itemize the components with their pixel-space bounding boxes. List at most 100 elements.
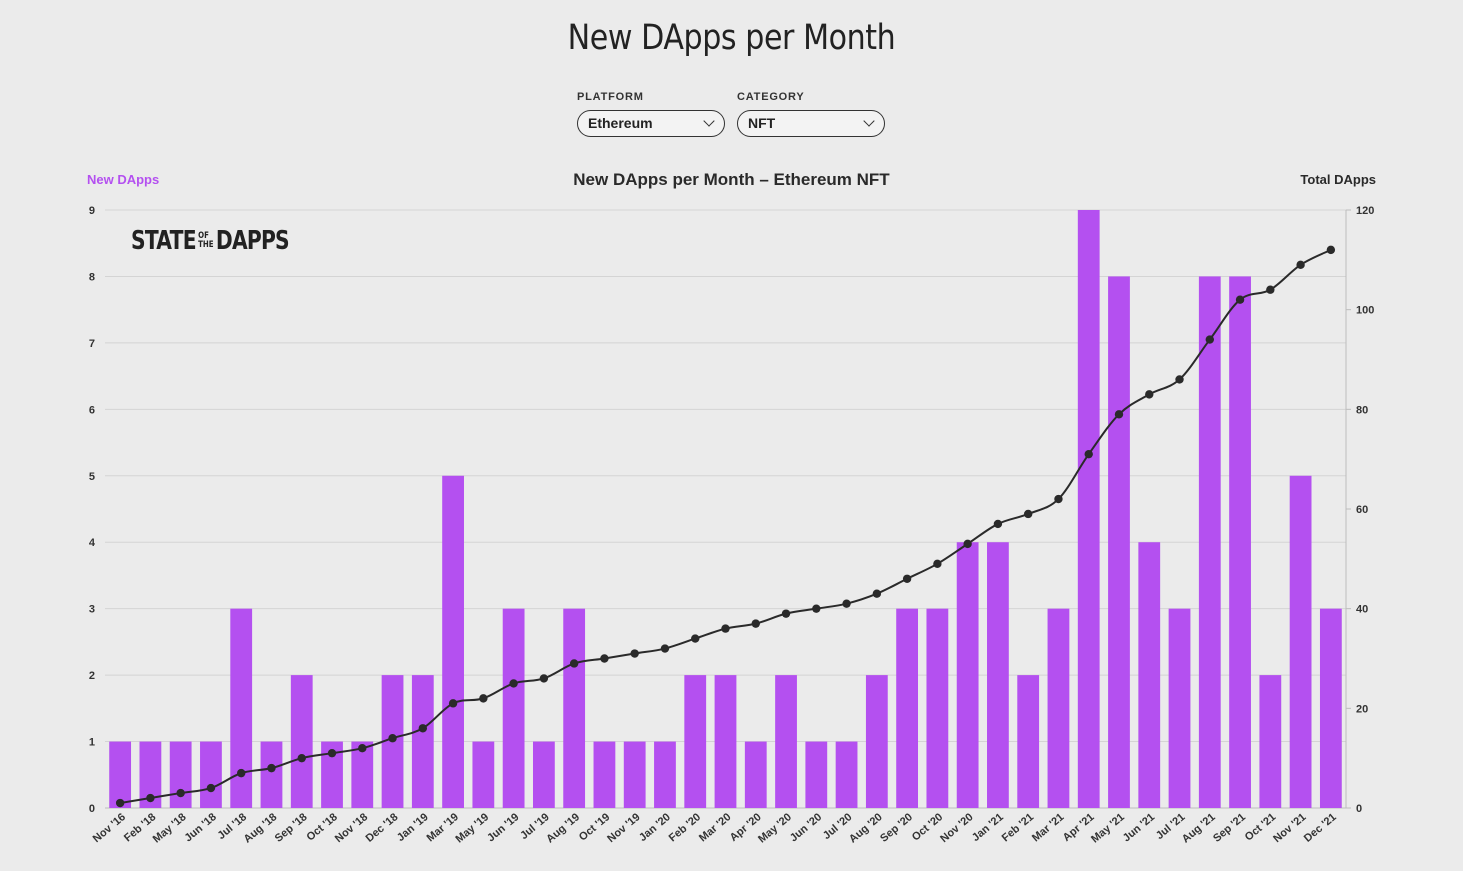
platform-filter: PLATFORM Ethereum — [577, 91, 725, 137]
legend-total-dapps[interactable]: Total DApps — [1300, 172, 1376, 187]
total-dapps-point — [1326, 245, 1336, 255]
bar — [139, 741, 162, 808]
y-left-tick-label: 1 — [89, 737, 95, 749]
bar — [1259, 675, 1282, 808]
total-dapps-point — [812, 604, 821, 613]
bar — [502, 608, 525, 808]
x-tick-label: Jan '20 — [637, 811, 673, 844]
total-dapps-point — [327, 748, 337, 758]
total-dapps-point — [1296, 260, 1305, 270]
total-dapps-point — [509, 679, 518, 688]
x-tick-label: Aug '20 — [847, 811, 885, 845]
total-dapps-point — [721, 624, 730, 633]
total-dapps-point — [448, 699, 458, 708]
x-tick-label: Dec '21 — [1302, 811, 1339, 845]
bar — [290, 675, 313, 808]
total-dapps-point — [660, 644, 670, 653]
bar — [775, 675, 797, 808]
total-dapps-point — [993, 519, 1003, 529]
logo-text-of: OF — [198, 231, 209, 241]
y-right-tick-label: 100 — [1356, 305, 1374, 317]
x-tick-label: May '21 — [1089, 811, 1127, 845]
x-tick-label: Mar '20 — [697, 811, 733, 844]
total-dapps-point — [1235, 295, 1245, 304]
total-dapps-point — [176, 788, 185, 798]
bar — [351, 741, 374, 808]
y-left-tick-label: 5 — [89, 471, 95, 483]
total-dapps-point — [418, 724, 428, 733]
category-select[interactable]: NFT — [737, 110, 885, 137]
platform-select[interactable]: Ethereum — [577, 110, 725, 137]
total-dapps-point — [479, 694, 488, 703]
bar — [1138, 542, 1161, 808]
bar — [321, 741, 343, 808]
x-tick-label: Nov '16 — [91, 811, 128, 845]
y-right-tick-label: 80 — [1356, 404, 1368, 416]
bar — [230, 608, 253, 808]
bar — [1017, 675, 1040, 808]
state-of-the-dapps-logo: STATE OF THE DAPPS — [131, 226, 290, 256]
bar — [835, 741, 858, 808]
total-dapps-point — [1114, 410, 1124, 419]
x-tick-label: Mar '21 — [1030, 811, 1066, 844]
y-right-tick-label: 120 — [1356, 205, 1374, 217]
y-left-tick-label: 2 — [89, 670, 95, 682]
total-dapps-point — [297, 753, 306, 763]
bar — [442, 475, 464, 808]
bar — [1077, 210, 1100, 808]
legend-new-dapps[interactable]: New DApps — [87, 172, 160, 187]
x-tick-label: Jun '19 — [485, 811, 521, 844]
total-dapps-point — [691, 634, 700, 643]
total-dapps-point — [206, 783, 216, 793]
bar — [926, 608, 949, 808]
total-dapps-point — [963, 539, 972, 549]
chart-title: New DApps per Month – Ethereum NFT — [573, 170, 890, 189]
y-left-tick-label: 7 — [89, 338, 95, 350]
logo-text-of-the: OF THE — [198, 232, 213, 250]
bar — [472, 741, 495, 808]
logo-text-state: STATE — [131, 226, 197, 256]
x-tick-label: Feb '20 — [667, 811, 703, 844]
x-tick-label: May '18 — [151, 811, 189, 845]
bar — [623, 741, 646, 808]
total-dapps-point — [600, 654, 609, 663]
y-left-tick-label: 3 — [89, 604, 95, 616]
bar — [593, 741, 616, 808]
x-tick-label: Aug '21 — [1180, 811, 1218, 845]
x-tick-label: Nov '19 — [605, 811, 642, 845]
x-tick-label: Sep '20 — [878, 811, 915, 845]
x-tick-label: Nov '21 — [1271, 811, 1308, 845]
x-tick-label: Dec '18 — [364, 811, 401, 845]
x-tick-label: Jun '20 — [788, 811, 824, 844]
logo-text-dapps: DAPPS — [215, 226, 290, 256]
logo-text-the: THE — [198, 240, 214, 250]
x-tick-label: Aug '18 — [242, 811, 280, 845]
bar — [744, 741, 767, 808]
total-dapps-point — [933, 559, 942, 569]
x-tick-label: Sep '18 — [273, 811, 310, 845]
bar — [805, 741, 828, 808]
y-left-tick-label: 9 — [89, 205, 95, 217]
x-tick-label: Nov '20 — [938, 811, 975, 845]
total-dapps-point — [872, 589, 882, 598]
y-right-tick-label: 40 — [1356, 604, 1368, 616]
total-dapps-point — [146, 793, 155, 803]
total-dapps-point — [902, 574, 912, 583]
y-right-tick-label: 0 — [1356, 803, 1362, 815]
y-left-tick-label: 0 — [89, 803, 95, 815]
bar — [260, 741, 283, 808]
bar — [956, 542, 979, 808]
bar — [1289, 475, 1312, 808]
y-left-tick-label: 6 — [89, 404, 95, 416]
bar — [865, 675, 888, 808]
x-tick-label: Jun '21 — [1121, 811, 1157, 844]
bar — [411, 675, 434, 808]
total-dapps-point — [1175, 375, 1184, 384]
category-label: CATEGORY — [737, 91, 805, 103]
total-dapps-point — [842, 599, 851, 608]
total-dapps-point — [1084, 449, 1093, 459]
bar — [1108, 276, 1130, 808]
page-title: New DApps per Month — [567, 18, 896, 58]
x-tick-label: Jun '18 — [182, 811, 218, 844]
